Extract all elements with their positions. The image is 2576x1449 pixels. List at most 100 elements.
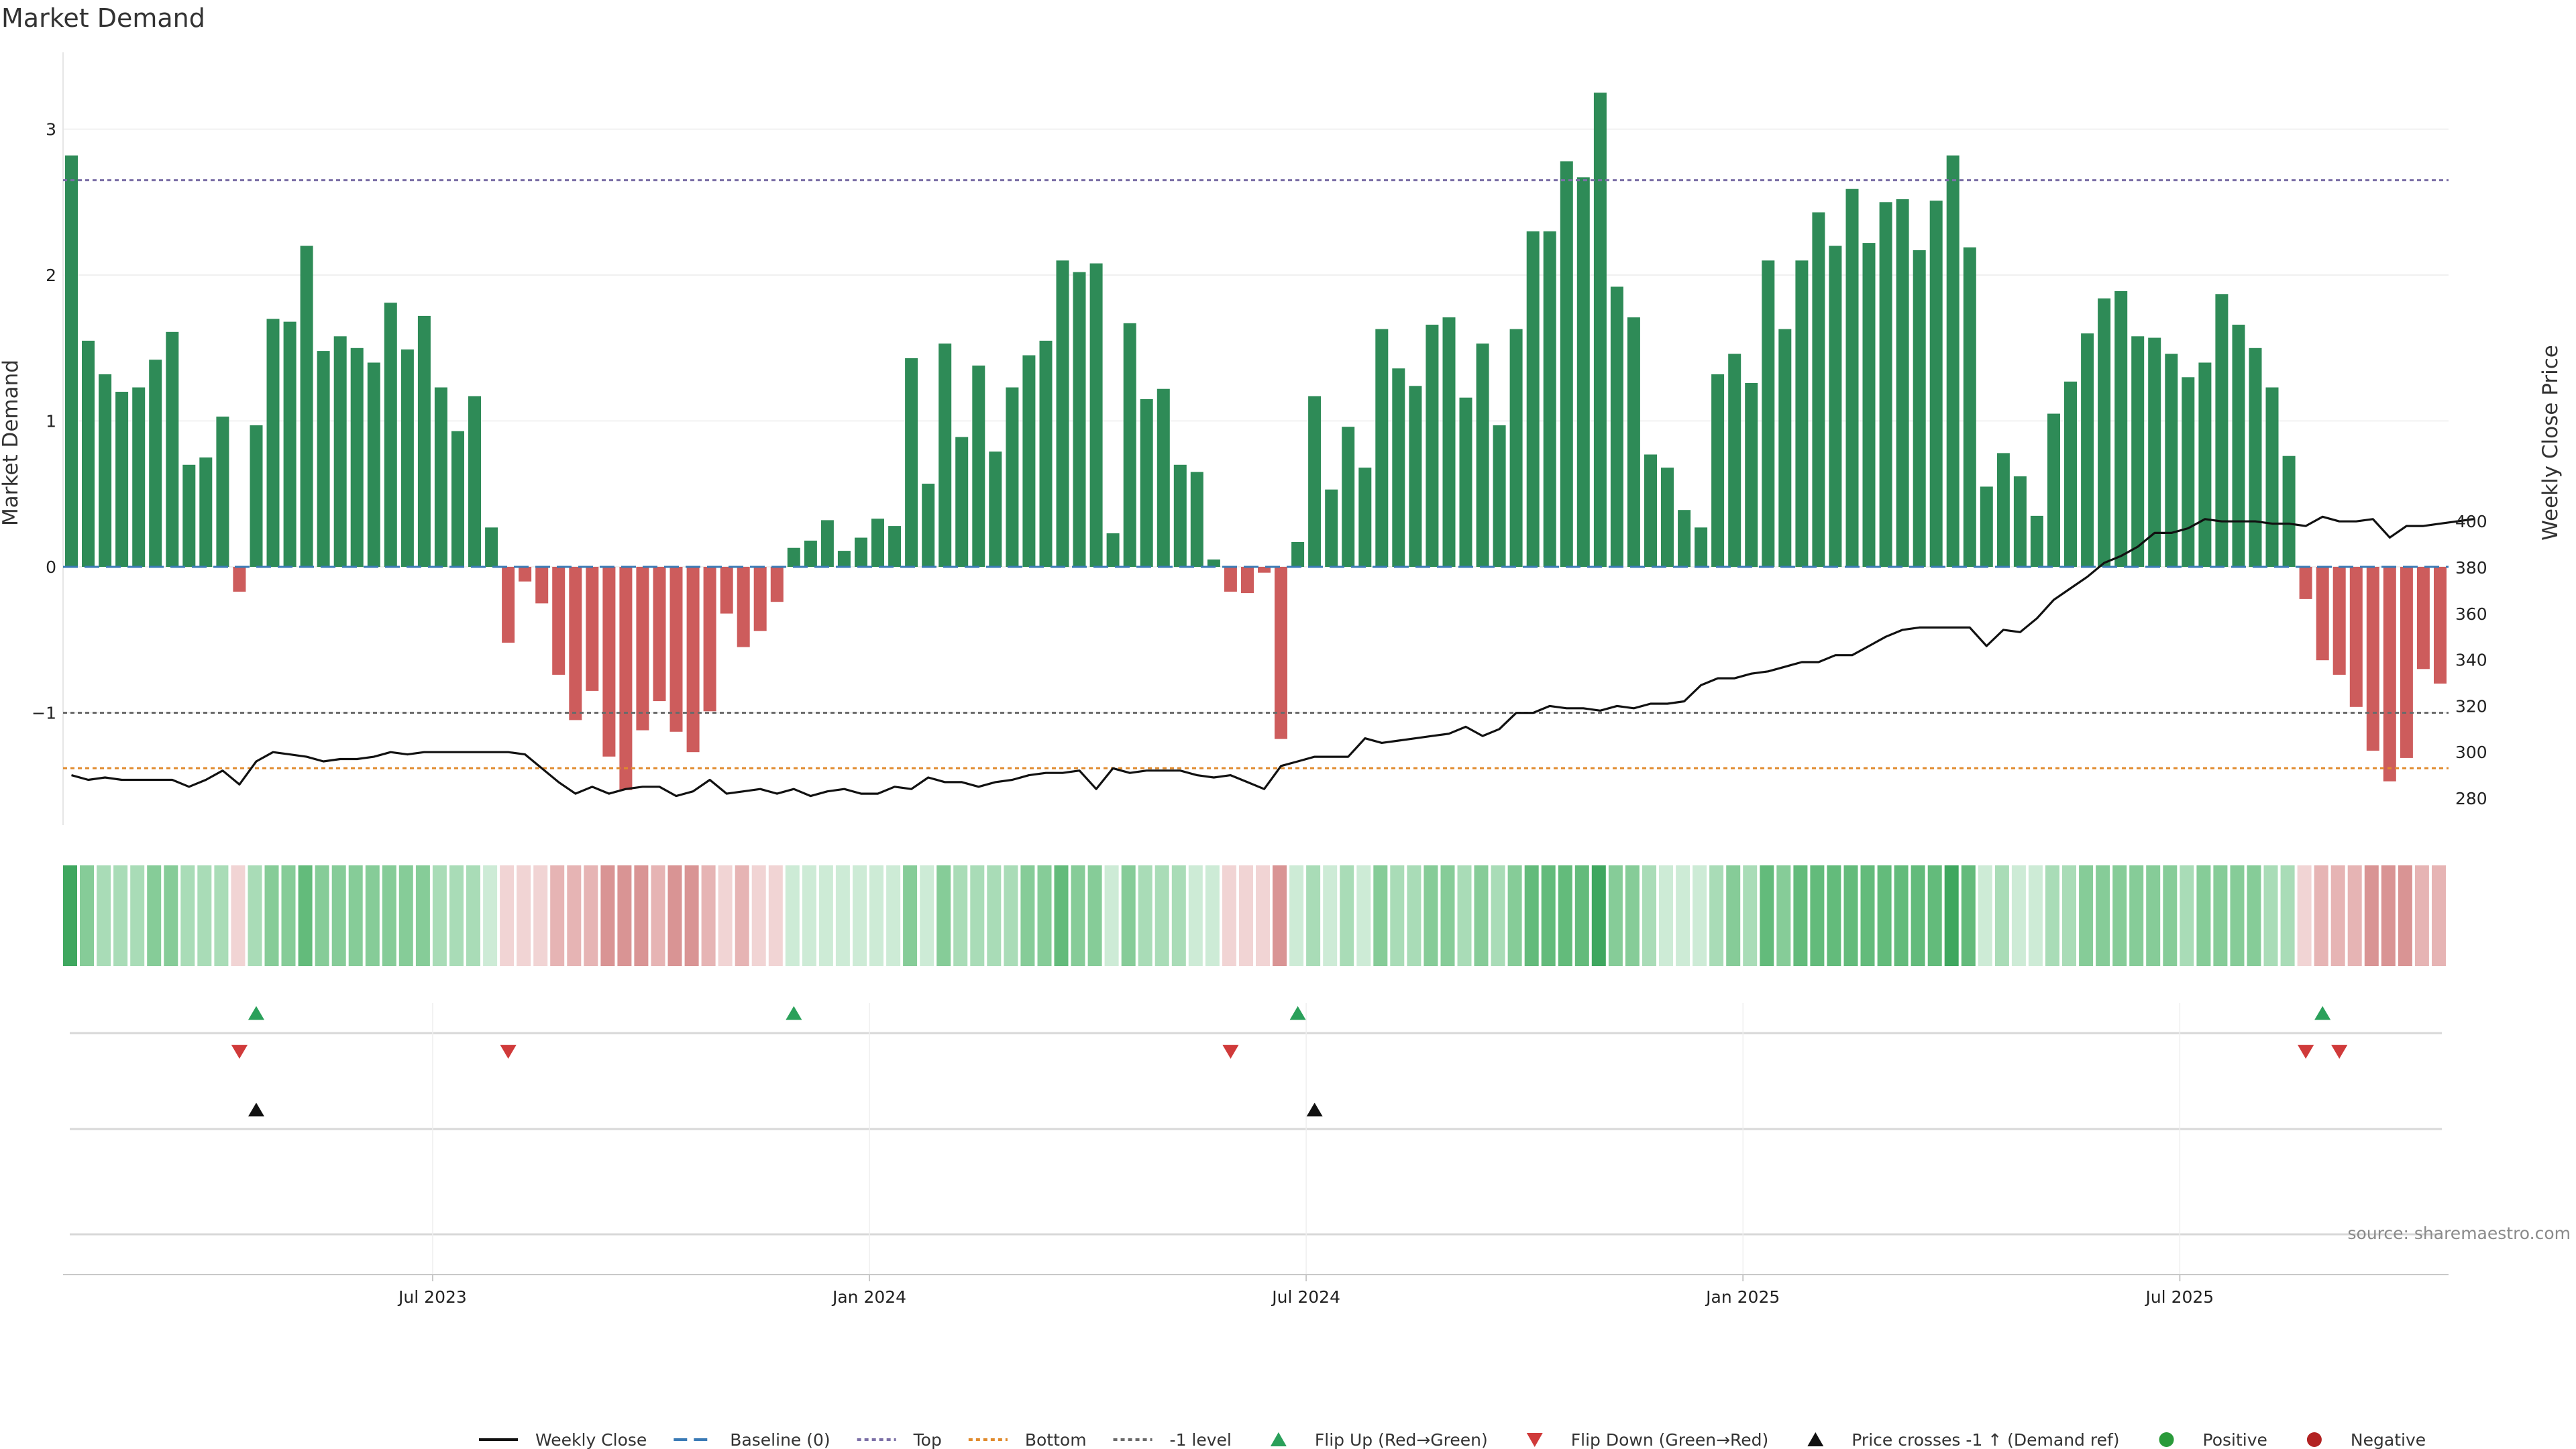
heat-cell	[1524, 865, 1539, 966]
positive-bar	[1661, 468, 1674, 567]
heat-cell	[684, 865, 699, 966]
negative-bar	[636, 567, 649, 731]
positive-bar	[434, 387, 447, 567]
positive-bar	[1409, 386, 1422, 567]
left-y-tick: 0	[46, 557, 56, 577]
chart-title: Market Demand	[1, 3, 205, 33]
heat-cell	[1659, 865, 1673, 966]
positive-bar	[2081, 333, 2094, 567]
positive-bar	[1006, 387, 1019, 567]
positive-bar	[2098, 298, 2111, 567]
positive-bar	[149, 360, 162, 567]
heat-cell	[600, 865, 615, 966]
positive-bar	[1375, 329, 1389, 567]
positive-bar	[166, 331, 179, 567]
heat-cell	[886, 865, 901, 966]
heat-cell	[1155, 865, 1169, 966]
positive-bar	[1711, 374, 1725, 567]
heat-cell	[1121, 865, 1136, 966]
negative-bar	[535, 567, 549, 604]
heat-cell	[1171, 865, 1186, 966]
legend-label: Bottom	[1025, 1430, 1087, 1449]
positive-bar	[1644, 454, 1657, 567]
heat-cell	[449, 865, 464, 966]
legend-item-price-cross: Price crosses -1 ↑ (Demand ref)	[1807, 1430, 2120, 1449]
heat-cell	[432, 865, 447, 966]
heat-cell	[1726, 865, 1741, 966]
heat-cell	[1827, 865, 1841, 966]
heat-cell	[2196, 865, 2211, 966]
negative-bar	[720, 567, 733, 614]
positive-bar	[1762, 260, 1775, 568]
positive-bar	[1845, 189, 1859, 567]
signal-markers	[231, 1006, 2348, 1117]
heat-cell	[1071, 865, 1085, 966]
legend-marker	[1270, 1432, 1287, 1446]
right-y-tick: 300	[2455, 743, 2487, 762]
positive-bar	[2013, 476, 2027, 567]
heat-cell	[584, 865, 598, 966]
legend-label: Top	[913, 1430, 942, 1449]
positive-bar	[1929, 201, 1943, 568]
heat-cell	[987, 865, 1002, 966]
heat-cell	[1743, 865, 1758, 966]
heat-cell	[1273, 865, 1287, 966]
heat-cell	[2230, 865, 2245, 966]
legend: Weekly Close Baseline (0) Top Bottom -1 leve…	[479, 1430, 2426, 1449]
positive-bar	[2232, 325, 2245, 567]
heat-cell	[1138, 865, 1152, 966]
positive-bar	[855, 537, 867, 567]
heat-cell	[1037, 865, 1052, 966]
positive-bar	[1913, 250, 1926, 567]
heat-cell	[869, 865, 883, 966]
positive-bar	[1476, 343, 1489, 567]
x-tick-label: Jan 2024	[831, 1287, 906, 1307]
negative-bar	[569, 567, 582, 720]
right-axis-label: Weekly Close Price	[2538, 345, 2563, 541]
legend-item-weekly-close: Weekly Close	[479, 1430, 647, 1449]
positive-bar	[2265, 387, 2279, 567]
heat-cell	[2096, 865, 2110, 966]
heat-cell	[1574, 865, 1589, 966]
flip-down-marker	[2331, 1044, 2348, 1059]
heat-cell	[130, 865, 145, 966]
heat-cell	[903, 865, 918, 966]
heat-cell	[1860, 865, 1875, 966]
legend-marker	[2159, 1432, 2174, 1447]
heat-cell	[768, 865, 783, 966]
heat-cell	[920, 865, 934, 966]
positive-bar	[115, 392, 129, 567]
negative-bar	[653, 567, 666, 702]
positive-bar	[1022, 355, 1036, 567]
positive-bar	[1946, 155, 1960, 567]
legend-item-minus-one: -1 level	[1113, 1430, 1232, 1449]
heat-cell	[1424, 865, 1438, 966]
positive-bar	[938, 343, 952, 567]
heat-cell	[970, 865, 985, 966]
positive-bar	[922, 484, 935, 567]
heat-cell	[1776, 865, 1791, 966]
negative-bar	[2400, 567, 2413, 758]
heat-cell	[1961, 865, 1976, 966]
legend-item-bottom: Bottom	[968, 1430, 1087, 1449]
legend-label: -1 level	[1170, 1430, 1232, 1449]
flip-down-marker	[500, 1044, 517, 1059]
heat-cell	[1020, 865, 1035, 966]
x-tick-label: Jan 2025	[1705, 1287, 1780, 1307]
price-cross-marker	[248, 1102, 264, 1117]
positive-bar	[1627, 317, 1640, 567]
heat-cell	[500, 865, 515, 966]
heat-cell	[180, 865, 195, 966]
negative-bar	[2383, 567, 2396, 782]
reference-lines	[63, 179, 2449, 769]
heat-cell	[701, 865, 716, 966]
heat-cell	[1457, 865, 1472, 966]
heat-cell	[1507, 865, 1522, 966]
negative-bar	[753, 567, 767, 631]
heat-cell	[1994, 865, 2009, 966]
heat-cell	[735, 865, 749, 966]
positive-bar	[1795, 260, 1809, 568]
heat-cell	[1256, 865, 1270, 966]
negative-bar	[1224, 567, 1237, 592]
heat-cell	[567, 865, 582, 966]
